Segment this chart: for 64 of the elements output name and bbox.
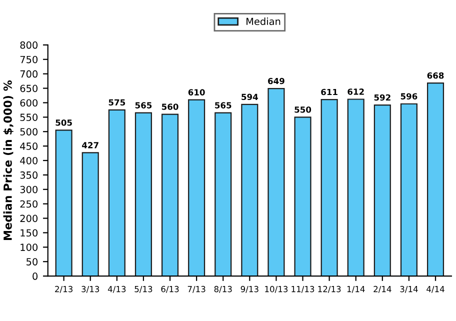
bar: [241, 104, 258, 276]
y-tick-label: 200: [20, 214, 38, 222]
y-tick-label: 250: [20, 200, 38, 208]
x-tick-label: 2/13: [55, 286, 72, 293]
bar: [188, 99, 206, 276]
x-tick-label: 3/13: [82, 286, 100, 293]
x-tick-label: 4/13: [108, 286, 126, 293]
y-axis-title: Median Price (in $,000) %: [3, 80, 14, 240]
y-tick-label: 500: [20, 128, 38, 136]
bar: [55, 130, 72, 276]
y-tick-label: 600: [20, 99, 38, 107]
x-tick-label: 4/14: [426, 286, 444, 293]
y-tick-label: 450: [20, 142, 38, 150]
x-tick-label: 12/13: [318, 286, 341, 293]
x-tick-label: 5/13: [134, 286, 152, 293]
y-tick-label: 300: [20, 186, 38, 194]
data-label: 427: [82, 142, 98, 148]
bar: [134, 112, 152, 276]
bar: [320, 98, 338, 276]
data-label: 560: [162, 104, 178, 110]
y-tick-label: 750: [20, 56, 38, 64]
data-label: 550: [294, 106, 312, 113]
data-label: 610: [188, 89, 205, 96]
x-tick-label: 11/13: [292, 286, 314, 293]
bar: [214, 112, 232, 276]
y-tick-label: 550: [20, 114, 38, 121]
data-label: 575: [108, 99, 126, 106]
data-label: 594: [242, 94, 258, 100]
bar: [268, 88, 285, 276]
y-tick-label: 400: [20, 156, 38, 164]
bar: [347, 98, 364, 276]
bar: [108, 109, 126, 276]
y-tick-label: 700: [20, 70, 38, 78]
bar: [294, 116, 312, 276]
y-tick-label: 100: [20, 244, 38, 251]
y-tick-label: 150: [20, 229, 38, 237]
bar: [161, 114, 179, 276]
data-label: 612: [348, 88, 364, 95]
x-tick-label: 8/13: [214, 286, 232, 293]
data-label: 668: [427, 72, 444, 79]
x-tick-label: 3/14: [400, 286, 418, 293]
x-tick-label: 1/14: [347, 286, 365, 293]
data-label: 592: [374, 94, 390, 101]
y-tick-label: 0: [32, 272, 38, 280]
data-label: 505: [56, 119, 72, 126]
data-label: 596: [400, 93, 418, 100]
data-label: 649: [268, 78, 284, 84]
bar: [374, 104, 391, 276]
y-tick-label: 650: [20, 84, 38, 92]
y-tick-label: 800: [20, 41, 38, 49]
y-tick-label: 50: [26, 258, 38, 266]
x-tick-label: 6/13: [161, 286, 179, 293]
x-tick-label: 2/14: [374, 286, 392, 293]
x-tick-label: 7/13: [188, 286, 206, 293]
data-label: 611: [321, 88, 338, 96]
data-label: 565: [215, 102, 232, 108]
legend-label: Median: [246, 18, 280, 26]
bar: [400, 103, 418, 276]
bar: [426, 82, 444, 276]
y-tick-label: 350: [20, 171, 38, 179]
bar: [82, 152, 99, 276]
x-tick-label: 10/13: [265, 286, 288, 293]
x-tick-label: 9/13: [240, 286, 258, 293]
data-label: 565: [135, 102, 152, 108]
